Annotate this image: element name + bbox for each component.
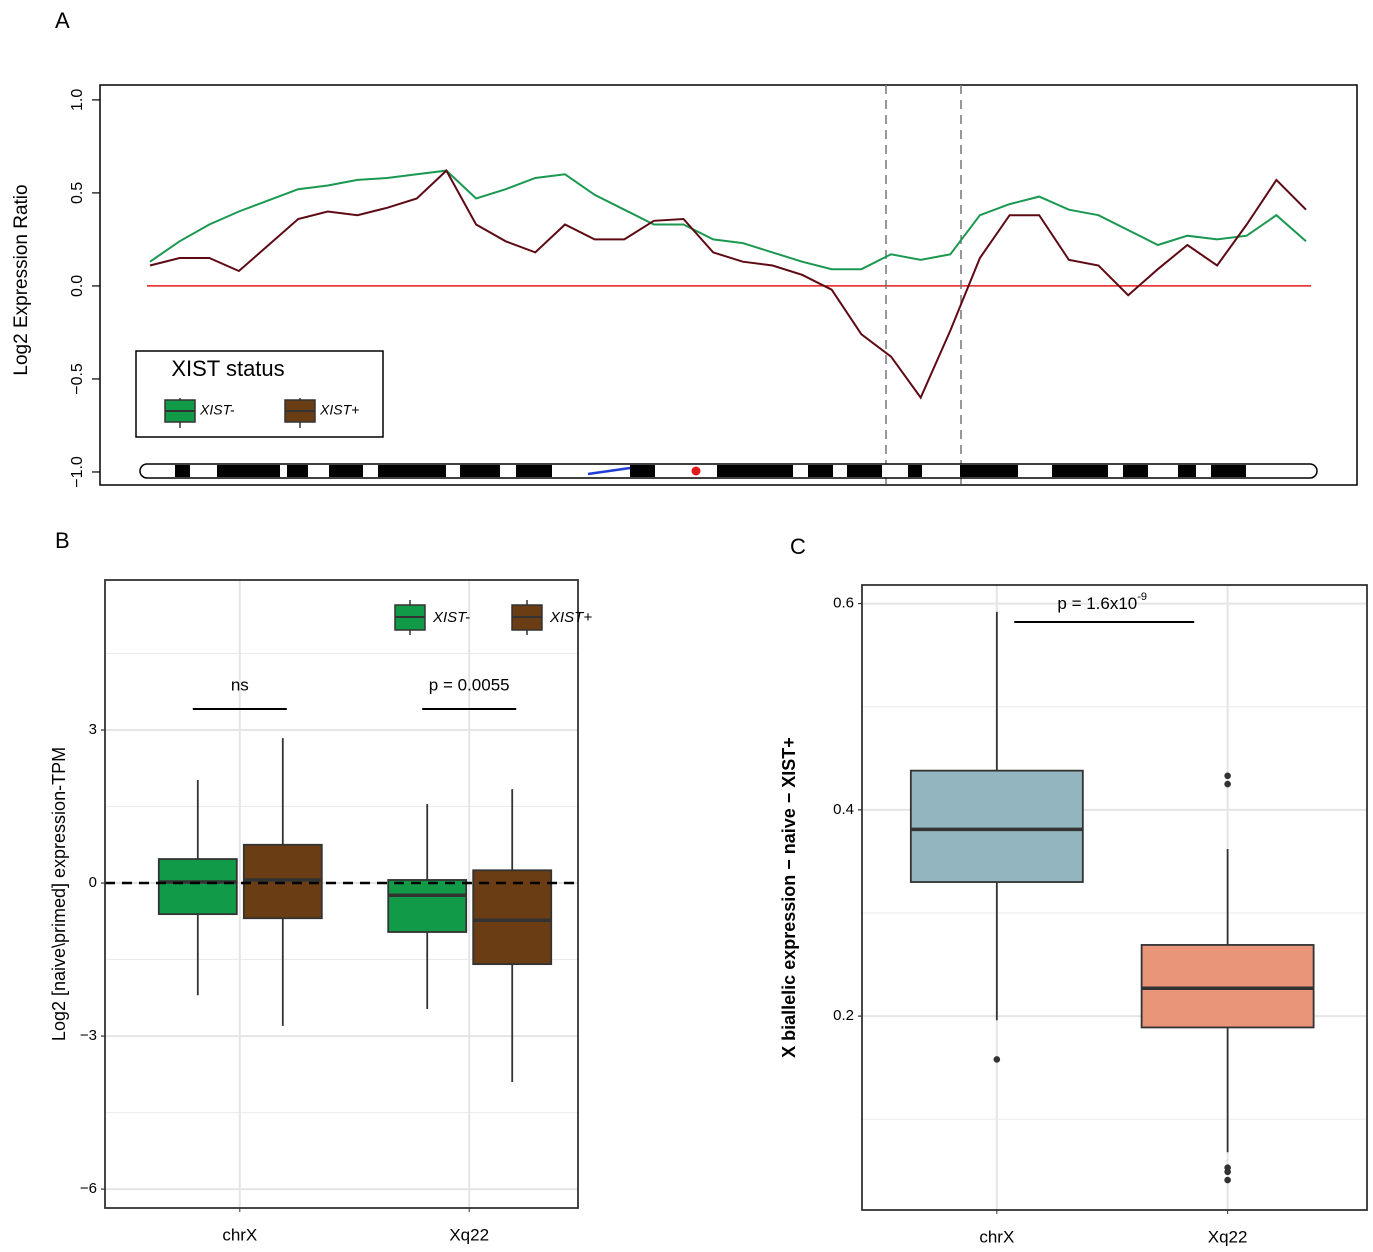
legend-label: XIST- xyxy=(199,402,235,418)
box xyxy=(1142,945,1314,1028)
y-tick-label: 0.5 xyxy=(69,182,86,204)
plot-frame xyxy=(862,585,1367,1210)
significance-label: p = 0.0055 xyxy=(429,675,510,694)
outlier xyxy=(1224,1169,1231,1176)
panel-letter: A xyxy=(55,8,70,33)
ideogram-band xyxy=(460,465,500,477)
ideogram-band xyxy=(908,465,922,477)
ideogram-band xyxy=(1211,465,1246,477)
boxes xyxy=(911,612,1314,1184)
ideogram-band xyxy=(217,465,280,477)
y-tick-label: 0.6 xyxy=(833,595,854,612)
outlier xyxy=(1224,781,1231,788)
legend-title: XIST status xyxy=(171,356,284,381)
outlier xyxy=(994,1056,1001,1063)
outlier xyxy=(1224,773,1231,780)
y-tick-label: 0.2 xyxy=(833,1007,854,1024)
y-axis-title: Log2 [naive\primed] expression-TPM xyxy=(49,747,69,1041)
y-axis-title: Log2 Expression Ratio xyxy=(11,184,32,375)
ideogram-band xyxy=(630,465,655,477)
ideogram-band xyxy=(1052,465,1108,477)
x-tick-label: Xq22 xyxy=(449,1225,489,1244)
box xyxy=(911,771,1083,882)
data-line xyxy=(150,171,1306,270)
p-value: p = 1.6x10 xyxy=(1057,594,1137,613)
y-axis-title: X biallelic expression − naive − XIST+ xyxy=(779,737,799,1058)
ideogram-band xyxy=(808,465,833,477)
ideogram-band xyxy=(1123,465,1148,477)
box xyxy=(388,880,466,932)
y-tick-label: 0.0 xyxy=(69,275,86,297)
y-tick-label: 1.0 xyxy=(69,89,86,111)
ideogram-band xyxy=(717,465,793,477)
significance-label: ns xyxy=(231,675,249,694)
box xyxy=(473,870,551,964)
y-tick-label: 0 xyxy=(89,874,97,891)
figure: A −1.0 −0.5 0.0 0.5 1.0 XIST status XIST- XIST+ L… xyxy=(0,0,1373,1252)
ideogram-band xyxy=(1178,465,1196,477)
ideogram-band xyxy=(378,465,446,477)
significance-label: p = 1.6x10-9 xyxy=(1057,591,1147,614)
y-tick-label: −0.5 xyxy=(69,363,86,395)
centromere xyxy=(692,467,701,476)
y-tick-label: 3 xyxy=(89,721,97,738)
outlier xyxy=(1224,1177,1231,1184)
legend-label: XIST+ xyxy=(319,402,359,418)
legend-label: XIST+ xyxy=(549,609,592,626)
p-value-exponent: -9 xyxy=(1137,591,1147,603)
y-tick-label: −1.0 xyxy=(69,456,86,488)
y-tick-label: −3 xyxy=(80,1027,97,1044)
x-tick-label: chrX xyxy=(222,1225,257,1244)
ideogram-band xyxy=(847,465,882,477)
ideogram-band xyxy=(175,465,190,477)
ideogram-band xyxy=(960,465,1018,477)
legend-label: XIST- xyxy=(432,609,470,626)
ideogram-band xyxy=(329,465,363,477)
x-tick-label: Xq22 xyxy=(1208,1227,1248,1246)
boxes xyxy=(159,738,551,1082)
y-tick-label: 0.4 xyxy=(833,801,854,818)
x-tick-label: chrX xyxy=(979,1227,1014,1246)
ideogram-band xyxy=(516,465,552,477)
panel-letter: B xyxy=(55,528,70,553)
box xyxy=(159,859,237,914)
ideogram-band xyxy=(287,465,308,477)
panel-letter: C xyxy=(790,534,806,559)
y-tick-label: −6 xyxy=(80,1180,97,1197)
